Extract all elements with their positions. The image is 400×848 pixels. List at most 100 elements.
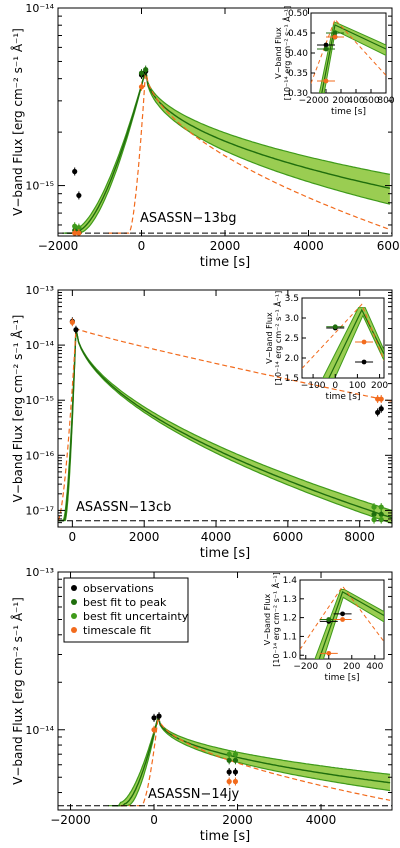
y-axis-label: V−band Flux [erg cm⁻² s⁻¹ Å⁻¹] bbox=[10, 28, 25, 216]
inset-x-tick-label: 800 bbox=[377, 96, 394, 106]
uncertainty-band bbox=[58, 328, 392, 524]
uncertainty-lower-line bbox=[68, 69, 391, 234]
y-tick-label: 10⁻¹⁴ bbox=[25, 2, 54, 15]
y-tick-label: 10⁻¹⁴ bbox=[25, 724, 54, 737]
x-tick-label: 0 bbox=[150, 813, 158, 827]
inset-uncertainty-band bbox=[322, 307, 384, 378]
inset-y-tick-label: 2.0 bbox=[285, 354, 300, 364]
inset-y-axis-label-units: [10⁻¹⁴ erg cm⁻² s⁻¹ Å⁻¹] bbox=[281, 6, 292, 101]
data-point bbox=[232, 751, 239, 757]
legend-marker bbox=[71, 627, 77, 633]
data-point bbox=[378, 511, 384, 517]
data-point bbox=[371, 504, 377, 510]
inset-uncertainty-band bbox=[314, 589, 384, 659]
best-fit-line bbox=[65, 69, 391, 234]
inset-y-tick-label: 0.45 bbox=[288, 29, 308, 39]
inset-best-fit-line bbox=[321, 24, 386, 93]
data-point bbox=[72, 230, 78, 236]
data-point bbox=[371, 511, 377, 517]
inset-y-tick-label: 1.2 bbox=[283, 614, 297, 624]
plot-frame bbox=[57, 571, 393, 811]
inset-data-point bbox=[323, 42, 329, 48]
inset-y-tick-label: 3.5 bbox=[285, 294, 299, 304]
inset-timescale-line bbox=[302, 303, 384, 369]
x-tick-label: 2000 bbox=[210, 239, 241, 253]
x-tick-label: 4000 bbox=[306, 813, 337, 827]
inset-x-tick-label: 200 bbox=[343, 662, 360, 672]
x-tick-label: 2000 bbox=[222, 813, 253, 827]
inset-data-point bbox=[332, 34, 338, 40]
data-point bbox=[76, 224, 82, 231]
data-point bbox=[232, 778, 239, 785]
y-tick-label: 10⁻¹³ bbox=[25, 284, 54, 297]
y-axis-label: V−band Flux [erg cm⁻² s⁻¹ Å⁻¹] bbox=[10, 597, 25, 785]
data-point bbox=[72, 168, 78, 175]
inset-data-point bbox=[332, 324, 338, 330]
data-point bbox=[226, 778, 232, 785]
legend-box bbox=[63, 577, 189, 643]
legend-entry: observations bbox=[83, 582, 154, 595]
data-point bbox=[138, 70, 145, 76]
inset-x-tick-label: 400 bbox=[366, 662, 383, 672]
inset-x-tick-label: 0 bbox=[332, 381, 338, 391]
object-name-label: ASASSN−13bg bbox=[140, 211, 236, 226]
data-point bbox=[378, 406, 384, 412]
inset-data-point bbox=[332, 30, 338, 36]
inset-x-tick-label: 200 bbox=[332, 96, 349, 106]
timescale-fit-line bbox=[108, 69, 391, 234]
inset-data-point bbox=[361, 339, 367, 345]
inset-y-tick-label: 0.50 bbox=[288, 9, 308, 19]
y-tick-label: 10⁻¹³ bbox=[25, 566, 54, 579]
inset-plot bbox=[302, 303, 384, 378]
inset-data-point bbox=[326, 617, 332, 622]
inset-x-tick-label: 100 bbox=[349, 381, 366, 391]
inset-data-point bbox=[323, 46, 329, 52]
x-tick-label: 6000 bbox=[377, 239, 400, 253]
legend-entry: timescale fit bbox=[83, 624, 152, 637]
inset-y-tick-label: 0.35 bbox=[288, 69, 308, 79]
object-name-label: ASASSN−14jy bbox=[148, 787, 240, 802]
inset-y-tick-label: 1.5 bbox=[285, 374, 299, 384]
inset-y-tick-label: 1.4 bbox=[283, 576, 298, 586]
data-point bbox=[151, 715, 157, 721]
inset-y-tick-label: 1.0 bbox=[283, 651, 298, 661]
data-point bbox=[76, 230, 82, 236]
timescale-fit-line bbox=[120, 716, 391, 807]
data-point bbox=[76, 192, 82, 199]
x-tick-label: 4000 bbox=[293, 239, 324, 253]
data-point bbox=[375, 409, 381, 416]
y-tick-label: 10⁻¹⁴ bbox=[25, 339, 54, 352]
x-axis-label: time [s] bbox=[200, 829, 250, 844]
data-point bbox=[72, 223, 78, 229]
inset-y-tick-label: 0.40 bbox=[288, 49, 308, 59]
data-point bbox=[378, 396, 384, 402]
inset-best-fit-line bbox=[318, 591, 384, 659]
inset-y-axis-label: V−band Flux bbox=[274, 27, 283, 79]
data-point bbox=[143, 66, 149, 73]
inset-y-tick-label: 1.1 bbox=[283, 632, 297, 642]
inset-data-point bbox=[326, 650, 332, 656]
object-name-label: ASASSN−13cb bbox=[76, 500, 171, 515]
inset-y-axis-label-units: [10⁻¹⁴ erg cm⁻² s⁻¹ Å⁻¹] bbox=[270, 572, 281, 667]
data-point bbox=[226, 751, 232, 757]
x-tick-label: 2000 bbox=[129, 530, 160, 544]
legend-marker bbox=[71, 599, 77, 605]
inset-x-tick-label: 0 bbox=[326, 662, 332, 672]
data-point bbox=[226, 769, 232, 775]
x-tick-label: 4000 bbox=[201, 530, 232, 544]
data-point bbox=[73, 327, 79, 333]
data-point bbox=[156, 713, 162, 719]
inset-y-tick-label: 1.3 bbox=[283, 595, 297, 605]
plot-area bbox=[58, 712, 392, 807]
best-fit-line bbox=[58, 328, 392, 522]
inset-panel: −100 0 100 200 1.5 2.0 2.5 3.0 3.5 time [s] V−band… bbox=[265, 291, 388, 402]
plot-area bbox=[58, 317, 392, 524]
legend-marker bbox=[71, 613, 77, 619]
inset-timescale-line bbox=[300, 585, 384, 650]
x-axis-label: time [s] bbox=[200, 255, 250, 270]
